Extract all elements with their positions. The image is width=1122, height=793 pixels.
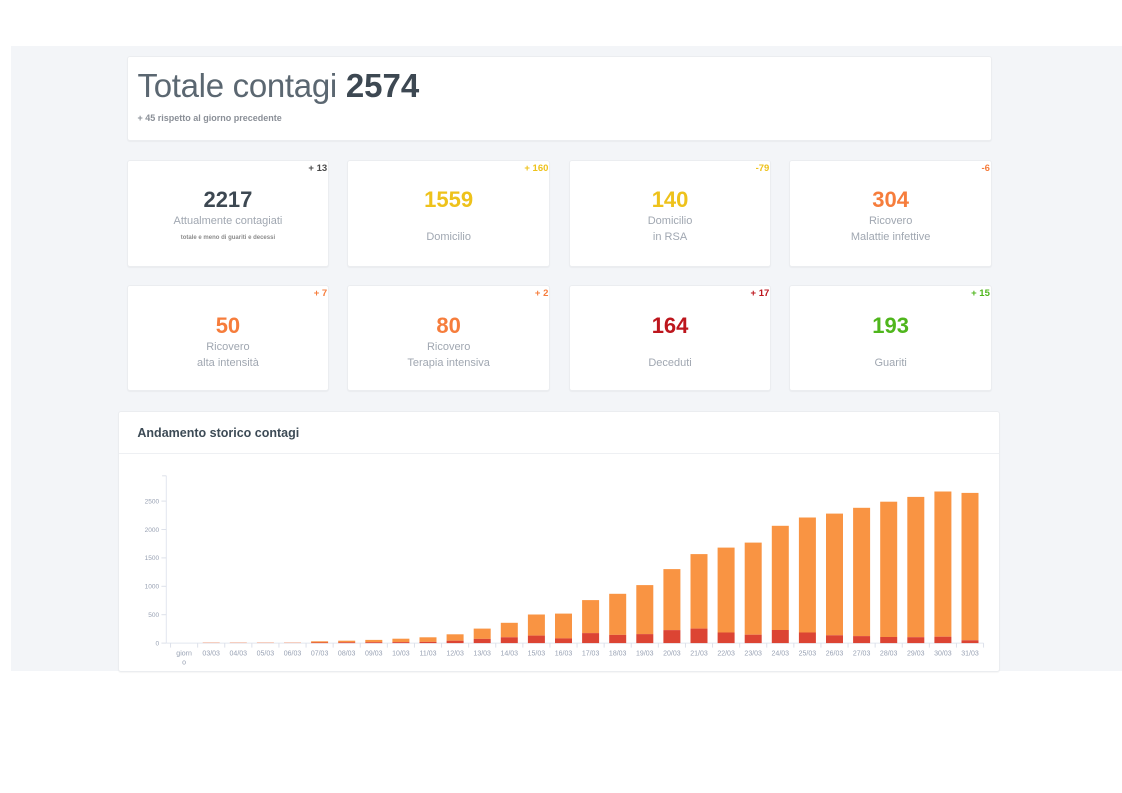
svg-text:04/03: 04/03 <box>230 650 248 657</box>
svg-text:17/03: 17/03 <box>582 650 600 657</box>
svg-text:0: 0 <box>156 641 160 648</box>
svg-text:o: o <box>183 660 187 667</box>
svg-text:28/03: 28/03 <box>880 650 898 657</box>
svg-text:03/03: 03/03 <box>203 650 221 657</box>
svg-text:31/03: 31/03 <box>962 650 980 657</box>
svg-text:07/03: 07/03 <box>311 650 329 657</box>
svg-text:10/03: 10/03 <box>393 650 411 657</box>
svg-text:giorn: giorn <box>177 650 193 657</box>
svg-text:500: 500 <box>149 612 160 619</box>
svg-text:26/03: 26/03 <box>826 650 844 657</box>
svg-text:11/03: 11/03 <box>420 650 437 657</box>
svg-text:13/03: 13/03 <box>474 650 492 657</box>
svg-text:05/03: 05/03 <box>257 650 275 657</box>
svg-text:08/03: 08/03 <box>338 650 356 657</box>
svg-text:12/03: 12/03 <box>447 650 465 657</box>
svg-text:16/03: 16/03 <box>555 650 573 657</box>
svg-text:25/03: 25/03 <box>799 650 817 657</box>
svg-text:1000: 1000 <box>145 584 160 591</box>
svg-text:20/03: 20/03 <box>664 650 682 657</box>
svg-text:27/03: 27/03 <box>853 650 871 657</box>
svg-text:23/03: 23/03 <box>745 650 763 657</box>
svg-text:1500: 1500 <box>145 555 160 562</box>
svg-text:14/03: 14/03 <box>501 650 519 657</box>
svg-text:21/03: 21/03 <box>691 650 709 657</box>
svg-text:15/03: 15/03 <box>528 650 546 657</box>
svg-text:24/03: 24/03 <box>772 650 790 657</box>
svg-text:09/03: 09/03 <box>365 650 383 657</box>
svg-text:18/03: 18/03 <box>609 650 627 657</box>
svg-text:2500: 2500 <box>145 499 160 506</box>
svg-text:19/03: 19/03 <box>636 650 654 657</box>
svg-text:29/03: 29/03 <box>907 650 925 657</box>
svg-text:30/03: 30/03 <box>935 650 953 657</box>
svg-text:06/03: 06/03 <box>284 650 302 657</box>
svg-text:2000: 2000 <box>145 527 160 534</box>
svg-text:22/03: 22/03 <box>718 650 736 657</box>
